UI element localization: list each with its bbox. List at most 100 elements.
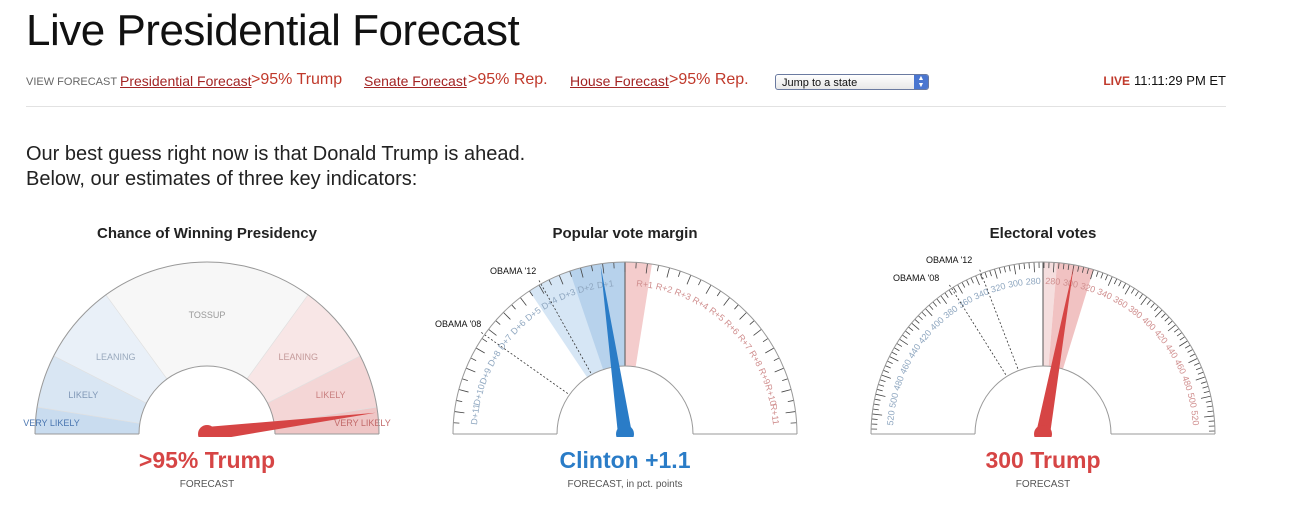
popular-gauge-sub-rest: , in pct. points [620, 479, 683, 490]
popular-needle [600, 265, 632, 436]
electoral-tick [1205, 400, 1212, 403]
chance-zone-label: VERY LIKELY [334, 418, 391, 428]
electoral-tick-label: 440 [1163, 342, 1180, 360]
popular-tick-label: R+7 [736, 332, 754, 351]
popular-tick [538, 284, 545, 294]
electoral-tick [925, 308, 933, 317]
electoral-tick [914, 319, 920, 324]
chance-gauge-value: >95% Trump [138, 447, 276, 473]
popular-tick [762, 338, 769, 343]
popular-tick [454, 411, 465, 414]
electoral-tick [1122, 283, 1127, 289]
electoral-tick [1138, 293, 1144, 300]
popular-tick [686, 274, 692, 285]
electoral-gauge-sub: FORECAST [1015, 479, 1071, 490]
popular-tick [470, 357, 477, 361]
electoral-tick [1187, 349, 1193, 353]
electoral-tick [876, 388, 883, 392]
electoral-gauge-dial: 2803003203403603804004204404604805005202… [870, 255, 1216, 437]
electoral-tick [1008, 265, 1011, 272]
electoral-tick [1081, 266, 1085, 273]
popular-tick [495, 320, 501, 325]
electoral-tick [891, 351, 898, 356]
electoral-tick [905, 330, 911, 335]
popular-band-rep [625, 262, 652, 367]
electoral-tick [1167, 320, 1173, 326]
select-arrows-icon: ▲ ▼ [914, 75, 928, 89]
live-time: 11:11:29 PM ET [1133, 73, 1226, 88]
popular-tick-label: D+6 [509, 318, 528, 337]
electoral-tick [1146, 299, 1152, 305]
electoral-tick [1124, 285, 1131, 295]
electoral-tick [944, 292, 949, 298]
popular-tick [705, 284, 712, 294]
electoral-tick-label: 480 [1180, 374, 1194, 391]
electoral-tick [948, 289, 953, 296]
electoral-tick [989, 270, 992, 277]
electoral-tick [1179, 336, 1186, 341]
chance-gauge-dial: VERY LIKELY LIKELY LEANING TOSSUP LEANING LIK… [23, 261, 391, 437]
chance-gauge-title: Chance of Winning Presidency [97, 225, 317, 242]
electoral-tick [874, 398, 881, 401]
electoral-tick [1178, 340, 1188, 347]
popular-tick [591, 265, 594, 272]
electoral-tick [911, 322, 920, 330]
popular-gauge-sub-bold: FORECAST [567, 479, 621, 490]
popular-tick [645, 263, 648, 274]
electoral-tick [899, 338, 909, 346]
electoral-tick [879, 379, 886, 382]
chance-zone-label: TOSSUP [189, 310, 226, 320]
popular-tick [488, 328, 497, 336]
electoral-tick-label: 280 [1045, 276, 1061, 287]
popular-tick-label: R+6 [722, 318, 741, 337]
electoral-tick [1164, 316, 1170, 322]
electoral-tick [872, 408, 879, 411]
electoral-tick [871, 418, 878, 420]
electoral-band-outer [1043, 262, 1058, 367]
popular-tick-label: D+9 [478, 367, 494, 386]
popular-tick-label: R+2 [655, 281, 674, 295]
page-title: Live Presidential Forecast [26, 6, 520, 55]
electoral-tick [1184, 344, 1191, 349]
popular-tick [458, 389, 469, 393]
popular-tick [656, 265, 659, 272]
jump-to-state-select[interactable]: Jump to a state ▲ ▼ [775, 74, 929, 90]
popular-tick [774, 367, 785, 373]
electoral-tick [940, 295, 948, 304]
popular-tick [787, 400, 794, 403]
electoral-tick [1023, 263, 1026, 270]
popular-gauge-sub: FORECAST, in pct. points [435, 479, 815, 490]
electoral-tick [875, 393, 886, 397]
electoral-tick [1154, 309, 1163, 318]
popular-tick [511, 304, 516, 310]
electoral-tick [1003, 266, 1006, 273]
electoral-tick [1140, 296, 1148, 306]
electoral-tick-label: 320 [1079, 281, 1096, 295]
intro-line-2: Below, our estimates of three key indica… [26, 168, 418, 190]
electoral-tick-label: 340 [972, 286, 990, 301]
electoral-tick-label: 500 [887, 392, 900, 409]
presidential-forecast-link[interactable]: Presidential Forecast [120, 73, 252, 89]
electoral-tick [883, 369, 889, 373]
popular-marker-label: OBAMA '12 [490, 266, 536, 276]
electoral-tick [1013, 264, 1017, 275]
electoral-tick-label: 460 [898, 358, 914, 376]
house-forecast-link[interactable]: House Forecast [570, 73, 669, 89]
electoral-gauge-title: Electoral votes [989, 225, 1097, 242]
popular-tick [677, 270, 681, 277]
senate-forecast-link[interactable]: Senate Forecast [364, 73, 467, 89]
popular-tick [548, 279, 552, 286]
popular-tick-label: R+4 [691, 295, 711, 312]
chance-gauge: Chance of Winning Presidency VERY LIKELY… [17, 225, 397, 490]
popular-tick [698, 279, 702, 286]
electoral-tick [1173, 328, 1180, 333]
electoral-tick [1090, 269, 1094, 280]
electoral-tick [881, 374, 891, 379]
popular-tick [785, 411, 796, 414]
electoral-tick-label: 360 [956, 294, 974, 310]
electoral-tick-label: 320 [989, 281, 1006, 295]
popular-tick-label: D+8 [486, 349, 503, 369]
electoral-tick [1167, 324, 1177, 332]
electoral-tick [1077, 265, 1080, 272]
electoral-tick [896, 343, 903, 347]
